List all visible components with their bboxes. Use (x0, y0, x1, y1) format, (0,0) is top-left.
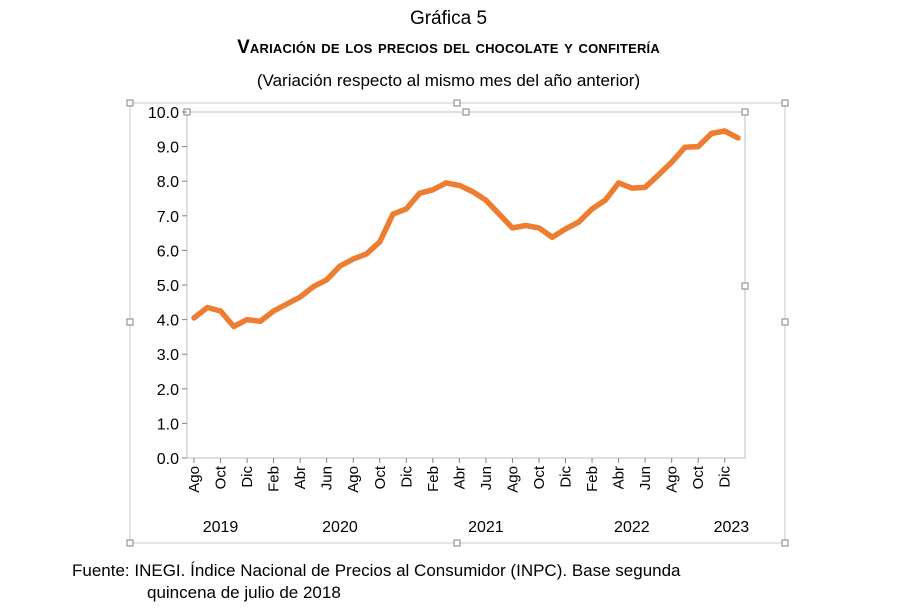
data-point (629, 185, 635, 191)
x-tick-label: Jun (319, 466, 336, 490)
x-tick-label: Abr (292, 466, 309, 489)
x-tick-label: Jun (637, 466, 654, 490)
y-tick-label: 3.0 (157, 347, 179, 364)
data-point (204, 304, 210, 310)
resize-handle[interactable] (741, 108, 749, 116)
resize-handle[interactable] (126, 99, 134, 107)
data-point (523, 222, 529, 228)
x-tick-label: Dic (717, 466, 734, 488)
x-tick-label: Ago (504, 466, 521, 493)
y-tick-label: 4.0 (157, 313, 179, 330)
series-line (191, 128, 741, 330)
data-point (456, 182, 462, 188)
x-tick-label: Feb (425, 466, 442, 492)
data-point (722, 128, 728, 134)
data-point (310, 284, 316, 290)
resize-handle[interactable] (462, 108, 470, 116)
y-tick-label: 2.0 (157, 382, 179, 399)
data-point (390, 211, 396, 217)
data-point (536, 225, 542, 231)
resize-handle[interactable] (781, 318, 789, 326)
chart-label: Gráfica 5 (409, 8, 488, 29)
data-point (231, 324, 237, 330)
y-tick-label: 10.0 (148, 105, 179, 122)
y-tick-label: 1.0 (157, 416, 179, 433)
data-point (284, 301, 290, 307)
x-tick-label: Feb (266, 466, 283, 492)
data-point (509, 225, 515, 231)
data-point (589, 206, 595, 212)
resize-handle[interactable] (453, 539, 461, 547)
data-point (271, 308, 277, 314)
year-label: 2021 (468, 519, 504, 536)
x-tick-label: Jun (478, 466, 495, 490)
data-point (682, 144, 688, 150)
data-point (430, 187, 436, 193)
chart-title: Variación de los precios del chocolate y… (237, 37, 660, 58)
resize-handle[interactable] (126, 539, 134, 547)
data-point (244, 317, 250, 323)
y-tick-label: 8.0 (157, 174, 179, 191)
x-tick-label: Oct (531, 465, 548, 489)
y-tick-label: 0.0 (157, 451, 179, 468)
y-tick-label: 5.0 (157, 278, 179, 295)
data-point (642, 184, 648, 190)
data-point (218, 308, 224, 314)
y-tick-label: 9.0 (157, 140, 179, 157)
x-tick-label: Ago (664, 466, 681, 493)
resize-handle[interactable] (741, 282, 749, 290)
data-point (669, 159, 675, 165)
x-tick-label: Abr (451, 466, 468, 489)
x-tick-label: Abr (611, 466, 628, 489)
data-point (483, 197, 489, 203)
data-point (350, 256, 356, 262)
data-point (363, 251, 369, 257)
data-point (602, 197, 608, 203)
data-point (549, 234, 555, 240)
data-point (324, 277, 330, 283)
data-point (337, 263, 343, 269)
chart-subtitle: (Variación respecto al mismo mes del año… (256, 71, 641, 90)
x-tick-label: Oct (372, 465, 389, 489)
data-point (191, 315, 197, 321)
data-point (377, 239, 383, 245)
year-label: 2020 (322, 519, 358, 536)
plot-area-border (186, 111, 746, 459)
y-tick-label: 6.0 (157, 243, 179, 260)
data-point (708, 130, 714, 136)
resize-handle[interactable] (781, 539, 789, 547)
data-point (576, 219, 582, 225)
x-tick-label: Dic (558, 466, 575, 488)
year-label: 2019 (203, 519, 239, 536)
data-point (297, 294, 303, 300)
data-point (496, 211, 502, 217)
x-tick-label: Dic (239, 466, 256, 488)
data-point (616, 180, 622, 186)
x-tick-label: Ago (345, 466, 362, 493)
x-tick-label: Ago (186, 466, 203, 493)
resize-handle[interactable] (781, 99, 789, 107)
data-point (417, 190, 423, 196)
x-tick-label: Dic (398, 466, 415, 488)
data-point (695, 144, 701, 150)
source-note-continued: quincena de julio de 2018 (147, 583, 341, 602)
x-tick-label: Oct (690, 465, 707, 489)
data-point (443, 180, 449, 186)
data-point (403, 206, 409, 212)
data-point (655, 172, 661, 178)
x-tick-label: Oct (213, 465, 230, 489)
data-point (257, 318, 263, 324)
year-label: 2023 (714, 519, 750, 536)
data-point (470, 189, 476, 195)
data-point (563, 226, 569, 232)
year-label: 2022 (614, 519, 650, 536)
x-tick-label: Feb (584, 466, 601, 492)
source-note: Fuente: INEGI. Índice Nacional de Precio… (72, 561, 681, 580)
data-point (735, 135, 741, 141)
resize-handle[interactable] (453, 99, 461, 107)
y-tick-label: 7.0 (157, 209, 179, 226)
resize-handle[interactable] (126, 318, 134, 326)
